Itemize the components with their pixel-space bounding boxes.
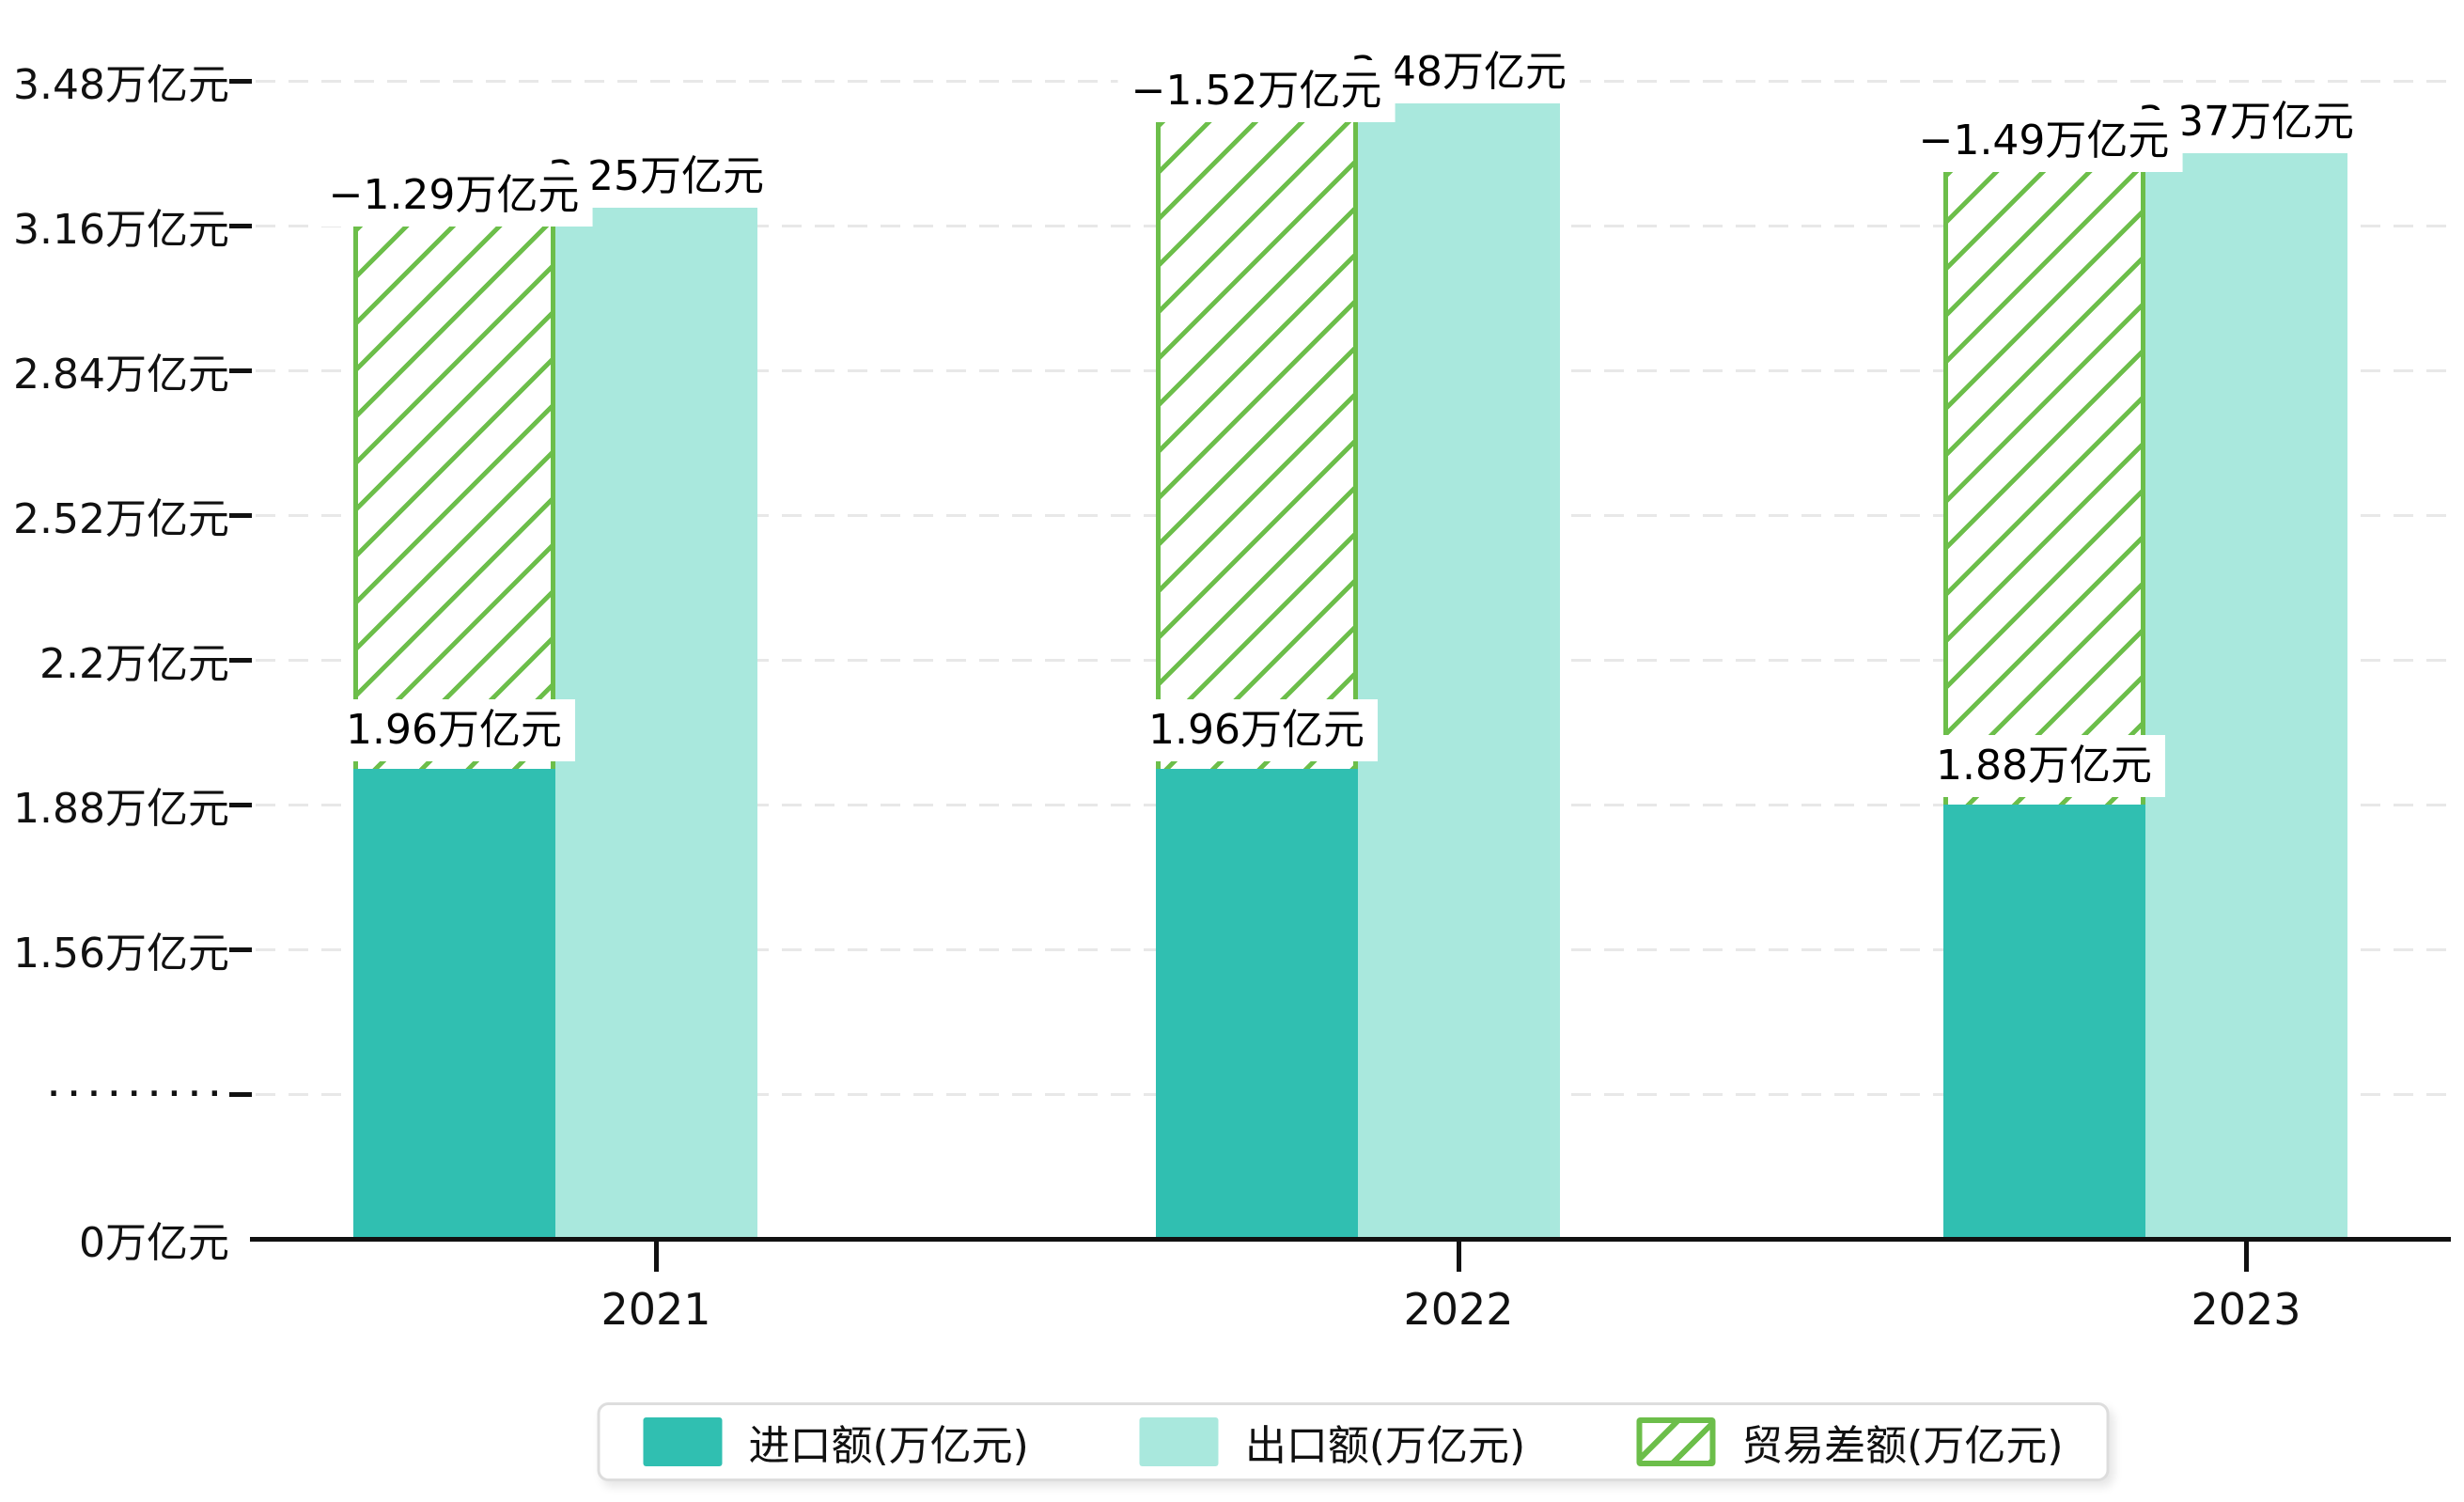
y-tick-label: 0万亿元: [79, 1219, 229, 1267]
x-tick-label-2023: 2023: [2191, 1284, 2301, 1335]
y-tick-label: 1.88万亿元: [13, 785, 229, 833]
legend-item-trade-balance: 贸易差额(万亿元): [1636, 1412, 2064, 1472]
legend-swatch-import-solid: [643, 1417, 723, 1466]
data-label-import-2023: 1.88万亿元: [1923, 735, 2165, 797]
data-label-balance-2023: −1.49万亿元: [1905, 109, 2183, 172]
y-tick-mark: [229, 803, 252, 807]
bar-export-2022: [1357, 81, 1560, 1239]
y-tick-mark: [229, 1092, 252, 1097]
bar-trade-balance-2023: [1942, 130, 2145, 805]
x-axis-line: [250, 1237, 2451, 1242]
legend-swatch-export-solid: [1139, 1417, 1219, 1466]
legend-label: 进口额(万亿元): [748, 1422, 1029, 1470]
y-tick-mark: [229, 79, 252, 84]
y-tick-label: 1.56万亿元: [13, 930, 229, 978]
y-tick-mark: [229, 368, 252, 373]
data-label-balance-2021: −1.29万亿元: [315, 164, 593, 227]
y-tick-mark: [229, 513, 252, 518]
y-tick-label: 3.16万亿元: [13, 206, 229, 254]
y-axis-break-label: ·········: [48, 1077, 229, 1111]
bar-export-2023: [2144, 130, 2347, 1239]
y-tick-label: 3.48万亿元: [13, 61, 229, 109]
bar-import-2021: [352, 768, 555, 1239]
x-tick-mark: [654, 1242, 659, 1272]
bar-export-2021: [554, 184, 757, 1239]
legend-label: 贸易差额(万亿元): [1741, 1422, 2064, 1470]
y-tick-label: 2.84万亿元: [13, 351, 229, 399]
x-tick-mark: [1457, 1242, 1461, 1272]
legend-swatch-balance-hatch: [1636, 1417, 1716, 1466]
legend-item-imports: 进口额(万亿元): [643, 1412, 1029, 1472]
bar-import-2023: [1942, 805, 2145, 1239]
data-label-import-2021: 1.96万亿元: [333, 698, 575, 761]
legend-item-exports: 出口额(万亿元): [1139, 1412, 1526, 1472]
x-tick-mark: [2244, 1242, 2249, 1272]
bar-import-2022: [1155, 768, 1358, 1239]
data-label-balance-2022: −1.52万亿元: [1117, 60, 1396, 122]
x-tick-label-2022: 2022: [1403, 1284, 1514, 1335]
legend-label: 出口额(万亿元): [1244, 1422, 1526, 1470]
y-tick-mark: [229, 947, 252, 952]
bar-trade-balance-2022: [1155, 81, 1358, 769]
y-tick-mark: [229, 224, 252, 228]
x-tick-label-2021: 2021: [600, 1284, 711, 1335]
bar-trade-balance-2021: [352, 184, 555, 769]
y-tick-label: 2.52万亿元: [13, 495, 229, 543]
chart-legend: 进口额(万亿元) 出口额(万亿元) 贸易差额(万亿元): [597, 1402, 2110, 1481]
data-label-import-2022: 1.96万亿元: [1135, 698, 1378, 761]
y-tick-mark: [229, 658, 252, 663]
y-tick-label: 2.2万亿元: [39, 640, 229, 688]
